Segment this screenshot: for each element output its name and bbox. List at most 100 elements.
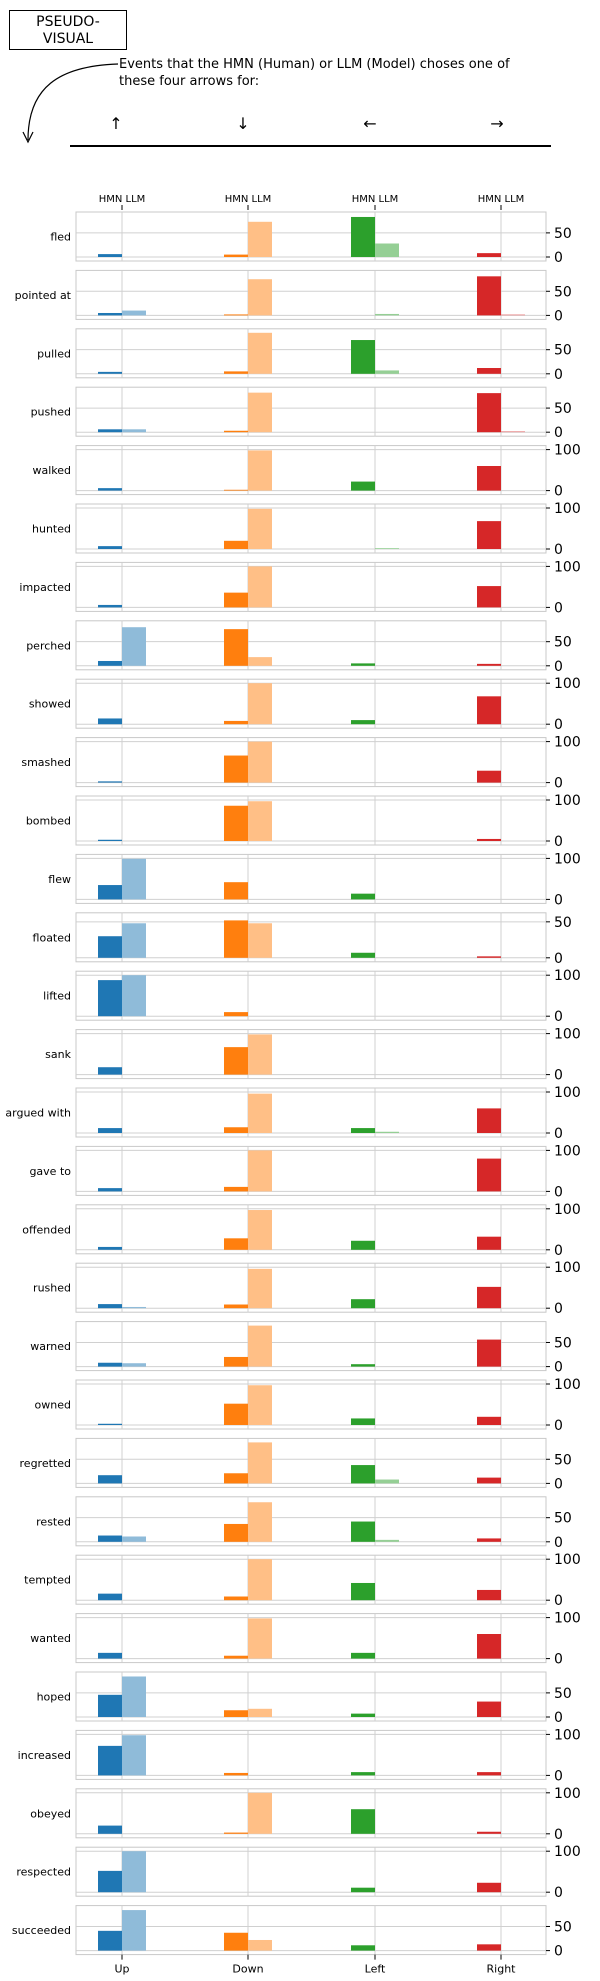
subplot-frame bbox=[75, 386, 547, 437]
header-rule bbox=[70, 145, 551, 147]
down-arrow-glyph: ↓ bbox=[236, 114, 250, 133]
subplot-frame bbox=[75, 678, 547, 729]
bar-hmn-right bbox=[477, 586, 501, 608]
subplot-frame bbox=[75, 445, 547, 496]
bar-hmn-up bbox=[98, 660, 122, 666]
bar-hmn-left bbox=[351, 952, 375, 958]
bar-hmn-right bbox=[477, 1634, 501, 1659]
bar-hmn-up bbox=[98, 1825, 122, 1834]
subplot-frame bbox=[75, 1379, 547, 1430]
y-tick-label: 0 bbox=[554, 367, 563, 383]
bar-llm-right bbox=[501, 314, 525, 316]
bar-llm-down bbox=[248, 279, 272, 316]
bar-llm-up bbox=[122, 1536, 146, 1542]
bar-hmn-right bbox=[477, 770, 501, 783]
bar-hmn-up bbox=[98, 1745, 122, 1776]
bar-hmn-right bbox=[477, 1416, 501, 1425]
bar-llm-down bbox=[248, 1559, 272, 1601]
y-tick-label: 100 bbox=[554, 1260, 581, 1276]
row-label: offended bbox=[22, 1223, 71, 1236]
bar-hmn-down bbox=[224, 1403, 248, 1425]
bar-hmn-right bbox=[477, 521, 501, 549]
bar-hmn-down bbox=[224, 1523, 248, 1542]
title-line-2: VISUAL bbox=[42, 31, 94, 47]
bar-hmn-up bbox=[98, 1067, 122, 1075]
row-label: smashed bbox=[21, 756, 71, 769]
bar-llm-up bbox=[122, 1363, 146, 1367]
bar-llm-down bbox=[248, 1034, 272, 1075]
bar-llm-up bbox=[122, 1735, 146, 1776]
bar-llm-right bbox=[501, 431, 525, 433]
y-tick-label: 0 bbox=[554, 308, 563, 324]
y-tick-label: 50 bbox=[554, 1919, 572, 1935]
bar-hmn-right bbox=[477, 1108, 501, 1133]
bar-hmn-up bbox=[98, 1930, 122, 1951]
column-header-down: HMN LLM bbox=[225, 194, 272, 205]
bar-llm-down bbox=[248, 1618, 272, 1659]
bar-llm-down bbox=[248, 1210, 272, 1250]
bar-hmn-down bbox=[224, 430, 248, 433]
y-tick-label: 0 bbox=[554, 1593, 563, 1609]
y-tick-label: 0 bbox=[554, 484, 563, 500]
bar-hmn-down bbox=[224, 371, 248, 374]
row-label: pushed bbox=[31, 406, 71, 419]
bar-hmn-right bbox=[477, 1831, 501, 1834]
row-label: warned bbox=[30, 1340, 71, 1353]
row-label: owned bbox=[35, 1399, 71, 1412]
right-arrow-glyph: → bbox=[490, 114, 504, 133]
bar-hmn-left bbox=[351, 1364, 375, 1367]
bar-hmn-up bbox=[98, 254, 122, 257]
bar-hmn-right bbox=[477, 276, 501, 316]
bar-hmn-down bbox=[224, 1047, 248, 1075]
bar-hmn-down bbox=[224, 720, 248, 725]
y-tick-label: 100 bbox=[554, 559, 581, 575]
bar-hmn-down bbox=[224, 314, 248, 316]
bar-hmn-down bbox=[224, 805, 248, 841]
bar-hmn-down bbox=[224, 540, 248, 549]
bar-llm-down bbox=[248, 1385, 272, 1425]
y-tick-label: 0 bbox=[554, 1184, 563, 1200]
subplot-frame bbox=[75, 1613, 547, 1664]
bar-hmn-left bbox=[351, 663, 375, 666]
y-tick-label: 100 bbox=[554, 851, 581, 867]
row-label: rested bbox=[36, 1515, 71, 1528]
y-tick-label: 100 bbox=[554, 443, 581, 459]
bar-hmn-right bbox=[477, 1339, 501, 1367]
bar-hmn-left bbox=[351, 1652, 375, 1659]
bar-hmn-up bbox=[98, 1535, 122, 1542]
bar-llm-down bbox=[248, 1792, 272, 1834]
subplot-frame bbox=[75, 561, 547, 612]
bar-hmn-right bbox=[477, 1882, 501, 1893]
y-tick-label: 100 bbox=[554, 735, 581, 751]
bar-hmn-down bbox=[224, 1238, 248, 1250]
subplot-frame bbox=[75, 1905, 547, 1956]
bar-hmn-left bbox=[351, 1128, 375, 1133]
column-header-up: HMN LLM bbox=[99, 194, 146, 205]
y-tick-label: 50 bbox=[554, 1452, 572, 1468]
y-tick-label: 0 bbox=[554, 659, 563, 675]
bar-llm-down bbox=[248, 508, 272, 549]
y-tick-label: 50 bbox=[554, 1335, 572, 1351]
bar-llm-left bbox=[375, 1131, 399, 1133]
row-label: impacted bbox=[19, 581, 71, 594]
bar-hmn-right bbox=[477, 253, 501, 257]
y-tick-label: 50 bbox=[554, 1511, 572, 1527]
row-label: respected bbox=[16, 1866, 71, 1879]
bar-hmn-up bbox=[98, 839, 122, 841]
title-line-1: PSEUDO- bbox=[36, 14, 100, 30]
bar-hmn-down bbox=[224, 1596, 248, 1601]
bar-llm-down bbox=[248, 450, 272, 491]
description-text: Events that the HMN (Human) or LLM (Mode… bbox=[119, 57, 510, 89]
bar-llm-down bbox=[248, 221, 272, 257]
column-header-right: HMN LLM bbox=[478, 194, 525, 205]
subplot-frame bbox=[75, 1087, 547, 1138]
bar-hmn-up bbox=[98, 604, 122, 608]
subplot-frame bbox=[75, 912, 547, 963]
bar-hmn-down bbox=[224, 1710, 248, 1717]
bar-hmn-up bbox=[98, 1475, 122, 1484]
up-arrow-glyph: ↑ bbox=[109, 114, 123, 133]
subplot-frame bbox=[75, 1788, 547, 1839]
y-tick-label: 50 bbox=[554, 343, 572, 359]
subplot-frame bbox=[75, 620, 547, 671]
y-tick-label: 100 bbox=[554, 1143, 581, 1159]
